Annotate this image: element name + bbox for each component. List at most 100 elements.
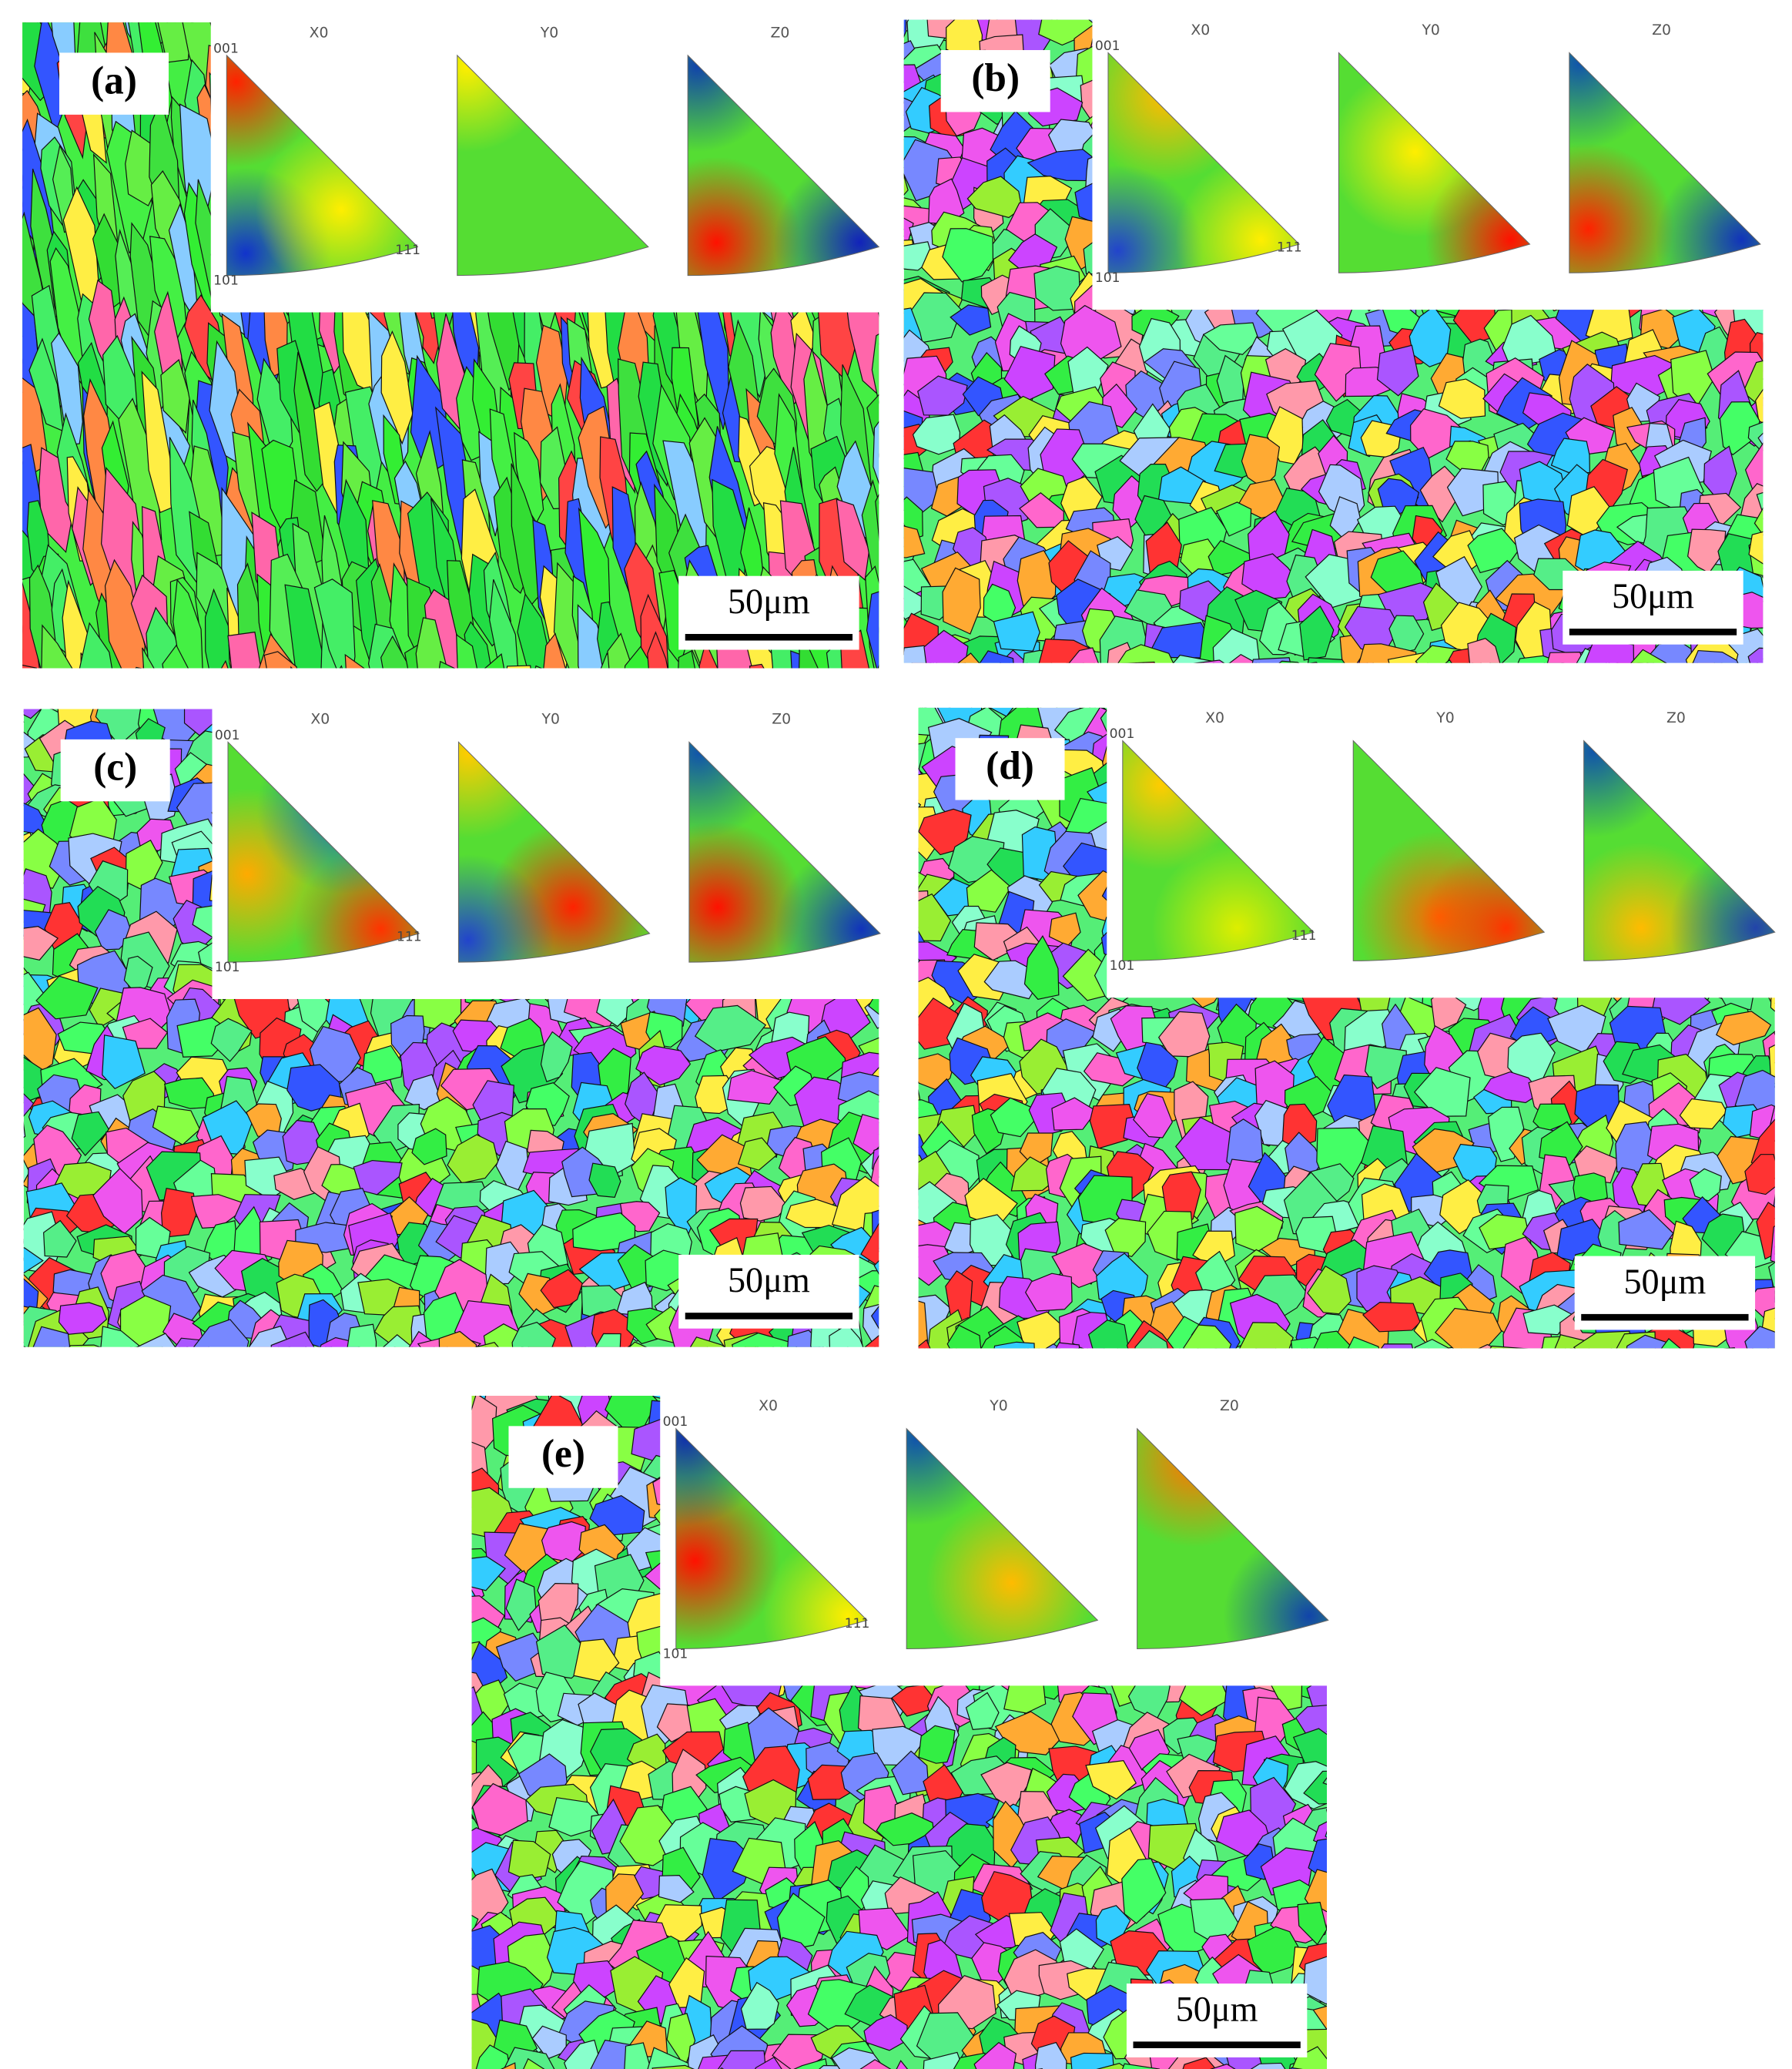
grain — [484, 653, 505, 669]
grain — [1626, 1334, 1670, 1349]
pole-figure-outline — [226, 54, 419, 277]
panel-label-box — [508, 1426, 618, 1488]
grain — [500, 2062, 516, 2069]
pole-figure-title: X0 — [759, 1398, 778, 1414]
grain — [339, 665, 343, 669]
grain — [41, 624, 73, 669]
grain — [506, 665, 531, 669]
grain — [1250, 2062, 1286, 2069]
grain — [1297, 1901, 1328, 1946]
grain — [152, 1105, 201, 1145]
grain — [647, 2047, 690, 2069]
grain — [543, 632, 566, 669]
grain — [1216, 354, 1245, 404]
grain — [1748, 531, 1764, 565]
panel-label-box — [955, 738, 1065, 800]
scale-bar-label: 50μm — [728, 1260, 810, 1299]
grain — [523, 2057, 545, 2069]
corner-label: 101 — [213, 273, 239, 288]
grain — [1546, 652, 1584, 663]
grain — [210, 1018, 253, 1062]
grain — [1121, 1858, 1167, 1924]
grain — [993, 611, 1040, 652]
panel: X0 Y0 Z0 001 101 111 (b) 50μm — [903, 18, 1765, 663]
grain — [793, 2058, 828, 2069]
corner-label: 101 — [215, 960, 240, 975]
corner-label: 111 — [1277, 240, 1302, 256]
scale-bar — [685, 1313, 853, 1320]
grain — [71, 1111, 110, 1156]
grain — [1172, 654, 1214, 663]
pole-figure-spot — [1670, 842, 1775, 961]
grain — [1017, 549, 1057, 606]
grain — [877, 664, 879, 669]
grain — [1434, 1307, 1502, 1349]
corner-label: 001 — [1095, 39, 1120, 54]
panel-label-box — [59, 52, 169, 115]
grain — [1774, 1031, 1775, 1035]
pole-figure-spot — [675, 1474, 781, 1647]
grain — [163, 1077, 216, 1109]
grain — [1744, 1326, 1775, 1349]
pole-figure-spot — [675, 1428, 772, 1526]
pole-figure-spot — [226, 55, 322, 168]
pole-figure-spot — [1107, 165, 1204, 273]
grain — [1660, 1338, 1681, 1349]
grain — [282, 1119, 323, 1165]
grain — [471, 1868, 509, 1937]
grain — [873, 421, 879, 485]
grain — [1023, 935, 1060, 1000]
grain — [1716, 1011, 1772, 1046]
grain — [1308, 1838, 1328, 1879]
grain — [1303, 1956, 1328, 2005]
grain — [1679, 1098, 1727, 1130]
panel-label: (b) — [971, 56, 1020, 100]
grain — [142, 647, 155, 669]
scale-bar — [685, 634, 853, 641]
pole-figure-outline — [1583, 739, 1776, 961]
grain — [1489, 1345, 1528, 1349]
grain — [739, 1185, 789, 1222]
grain — [540, 1269, 583, 1309]
grain — [1539, 1121, 1583, 1166]
grain — [511, 1321, 556, 1347]
grain — [647, 631, 668, 669]
grain — [456, 633, 477, 669]
grain — [1095, 1905, 1131, 1948]
grain — [658, 1875, 695, 1903]
grain — [489, 578, 519, 669]
grain — [727, 1070, 785, 1105]
grain — [860, 1222, 879, 1268]
grain — [471, 1556, 506, 1591]
pole-figure-spot — [1175, 154, 1300, 273]
grain — [28, 337, 64, 432]
pole-figure-outline — [1137, 1427, 1329, 1650]
panel: X0 Y0 Z0 001 101 111 (c) 50μm — [23, 707, 881, 1347]
grain — [979, 650, 1014, 663]
grain — [1055, 1342, 1080, 1349]
grain — [749, 663, 765, 669]
grain — [1051, 1097, 1097, 1131]
grain — [1209, 2063, 1236, 2069]
grain — [1723, 1347, 1736, 1349]
corner-label: 111 — [845, 1616, 870, 1631]
pole-figure-spot — [1569, 52, 1665, 149]
grain — [43, 1219, 77, 1258]
pole-figure-spot — [774, 156, 879, 276]
grain — [563, 2039, 603, 2069]
corner-label: 101 — [1095, 270, 1120, 286]
scale-bar-label: 50μm — [1176, 1989, 1258, 2028]
pole-figure-spot — [688, 55, 783, 153]
panel: X0 Y0 Z0 001 101 111 (a) 50μm — [22, 21, 880, 669]
grain — [471, 1395, 497, 1458]
pole-figure-title: X0 — [310, 25, 329, 41]
pole-figure-spot — [1420, 842, 1545, 961]
grain — [313, 578, 356, 669]
grain — [1034, 2041, 1067, 2069]
grain — [438, 1330, 477, 1347]
pole-figure-spot — [688, 742, 785, 839]
grain — [864, 1335, 879, 1347]
panel-label: (a) — [91, 59, 137, 102]
